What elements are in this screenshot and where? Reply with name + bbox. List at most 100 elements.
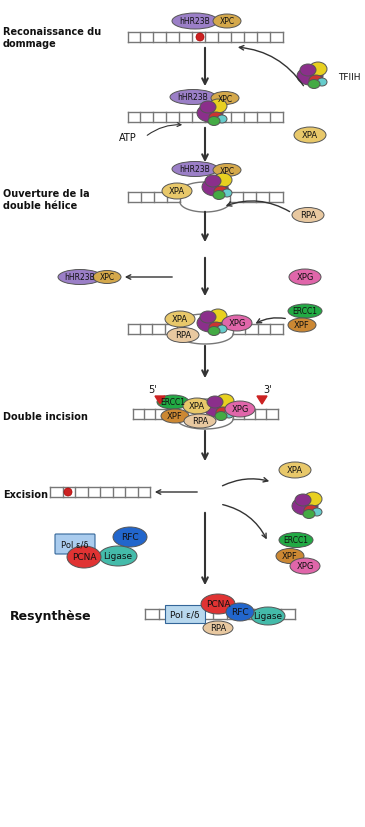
Text: XPF: XPF — [167, 412, 183, 421]
Ellipse shape — [170, 90, 216, 105]
Ellipse shape — [167, 328, 199, 343]
Ellipse shape — [251, 607, 285, 625]
Ellipse shape — [208, 117, 220, 127]
Text: XPA: XPA — [172, 315, 188, 324]
Ellipse shape — [304, 492, 322, 506]
Ellipse shape — [172, 14, 218, 30]
Text: XPF: XPF — [282, 552, 298, 561]
Ellipse shape — [290, 558, 320, 574]
Ellipse shape — [200, 312, 216, 323]
Ellipse shape — [288, 318, 316, 332]
Ellipse shape — [279, 533, 313, 547]
Ellipse shape — [165, 312, 195, 327]
Ellipse shape — [209, 112, 223, 123]
Ellipse shape — [222, 189, 232, 198]
Polygon shape — [155, 396, 165, 404]
Text: RFC: RFC — [121, 533, 139, 542]
Text: hHR23B: hHR23B — [65, 273, 95, 282]
Ellipse shape — [308, 80, 320, 89]
Ellipse shape — [276, 549, 304, 564]
Text: ATP: ATP — [119, 133, 137, 143]
Text: hHR23B: hHR23B — [180, 165, 210, 174]
Ellipse shape — [216, 394, 234, 409]
Text: XPA: XPA — [169, 187, 185, 196]
Ellipse shape — [67, 547, 101, 568]
Text: XPC: XPC — [219, 17, 235, 26]
Text: XPC: XPC — [99, 273, 115, 282]
Ellipse shape — [213, 165, 241, 177]
Text: TFIIH: TFIIH — [338, 73, 361, 81]
Ellipse shape — [300, 65, 316, 77]
Ellipse shape — [303, 510, 315, 519]
Ellipse shape — [205, 176, 221, 188]
Text: RPA: RPA — [192, 417, 208, 426]
Text: ERCC1: ERCC1 — [292, 307, 318, 316]
Ellipse shape — [196, 34, 204, 42]
Ellipse shape — [226, 603, 254, 621]
Ellipse shape — [292, 497, 318, 515]
Ellipse shape — [184, 414, 216, 428]
Text: XPG: XPG — [296, 273, 314, 282]
Text: Resynthèse: Resynthèse — [10, 609, 92, 623]
Text: Double incision: Double incision — [3, 412, 88, 422]
Text: Excision: Excision — [3, 490, 48, 500]
Ellipse shape — [214, 174, 232, 188]
Ellipse shape — [289, 270, 321, 285]
Text: XPF: XPF — [294, 321, 310, 330]
Ellipse shape — [309, 63, 327, 77]
Ellipse shape — [183, 399, 211, 414]
Ellipse shape — [292, 208, 324, 223]
Text: Ligase: Ligase — [253, 612, 283, 621]
Ellipse shape — [209, 323, 223, 332]
Ellipse shape — [208, 327, 220, 336]
Ellipse shape — [197, 314, 223, 332]
Ellipse shape — [224, 410, 234, 418]
Text: RPA: RPA — [300, 211, 316, 220]
Ellipse shape — [312, 509, 322, 516]
Ellipse shape — [222, 316, 252, 332]
Ellipse shape — [217, 116, 227, 124]
Ellipse shape — [288, 304, 322, 318]
Text: 5': 5' — [149, 385, 157, 394]
Text: ERCC1: ERCC1 — [161, 398, 185, 407]
Text: XPA: XPA — [189, 402, 205, 411]
Ellipse shape — [99, 547, 137, 566]
Ellipse shape — [215, 412, 227, 421]
Ellipse shape — [294, 128, 326, 144]
Ellipse shape — [64, 489, 72, 496]
Text: 3': 3' — [264, 385, 272, 394]
Text: Pol ε/δ: Pol ε/δ — [61, 540, 89, 549]
Ellipse shape — [214, 187, 228, 197]
Text: Ouverture de la
double hélice: Ouverture de la double hélice — [3, 189, 90, 211]
Text: Reconaissance du
dommage: Reconaissance du dommage — [3, 27, 101, 49]
Ellipse shape — [197, 105, 223, 123]
Ellipse shape — [309, 76, 323, 86]
Text: hHR23B: hHR23B — [180, 17, 210, 26]
Ellipse shape — [279, 462, 311, 479]
Ellipse shape — [213, 15, 241, 29]
Text: PCNA: PCNA — [72, 552, 96, 562]
Ellipse shape — [317, 79, 327, 87]
Text: XPC: XPC — [219, 166, 235, 175]
Bar — [165, 605, 205, 624]
Text: XPC: XPC — [218, 94, 233, 103]
Text: XPG: XPG — [228, 319, 246, 328]
Text: XPA: XPA — [302, 131, 318, 141]
Ellipse shape — [202, 179, 228, 197]
Text: PCNA: PCNA — [206, 600, 230, 609]
Ellipse shape — [113, 528, 147, 547]
Ellipse shape — [297, 68, 323, 86]
Ellipse shape — [213, 191, 225, 200]
Text: XPG: XPG — [231, 405, 249, 414]
Ellipse shape — [93, 271, 121, 284]
Ellipse shape — [207, 396, 223, 409]
Ellipse shape — [225, 402, 255, 418]
Ellipse shape — [211, 93, 239, 105]
FancyBboxPatch shape — [55, 534, 95, 554]
Text: ERCC1: ERCC1 — [284, 536, 308, 545]
Text: Ligase: Ligase — [103, 552, 132, 561]
Ellipse shape — [295, 495, 311, 506]
Ellipse shape — [157, 395, 189, 409]
Ellipse shape — [209, 100, 227, 114]
Ellipse shape — [172, 162, 218, 177]
